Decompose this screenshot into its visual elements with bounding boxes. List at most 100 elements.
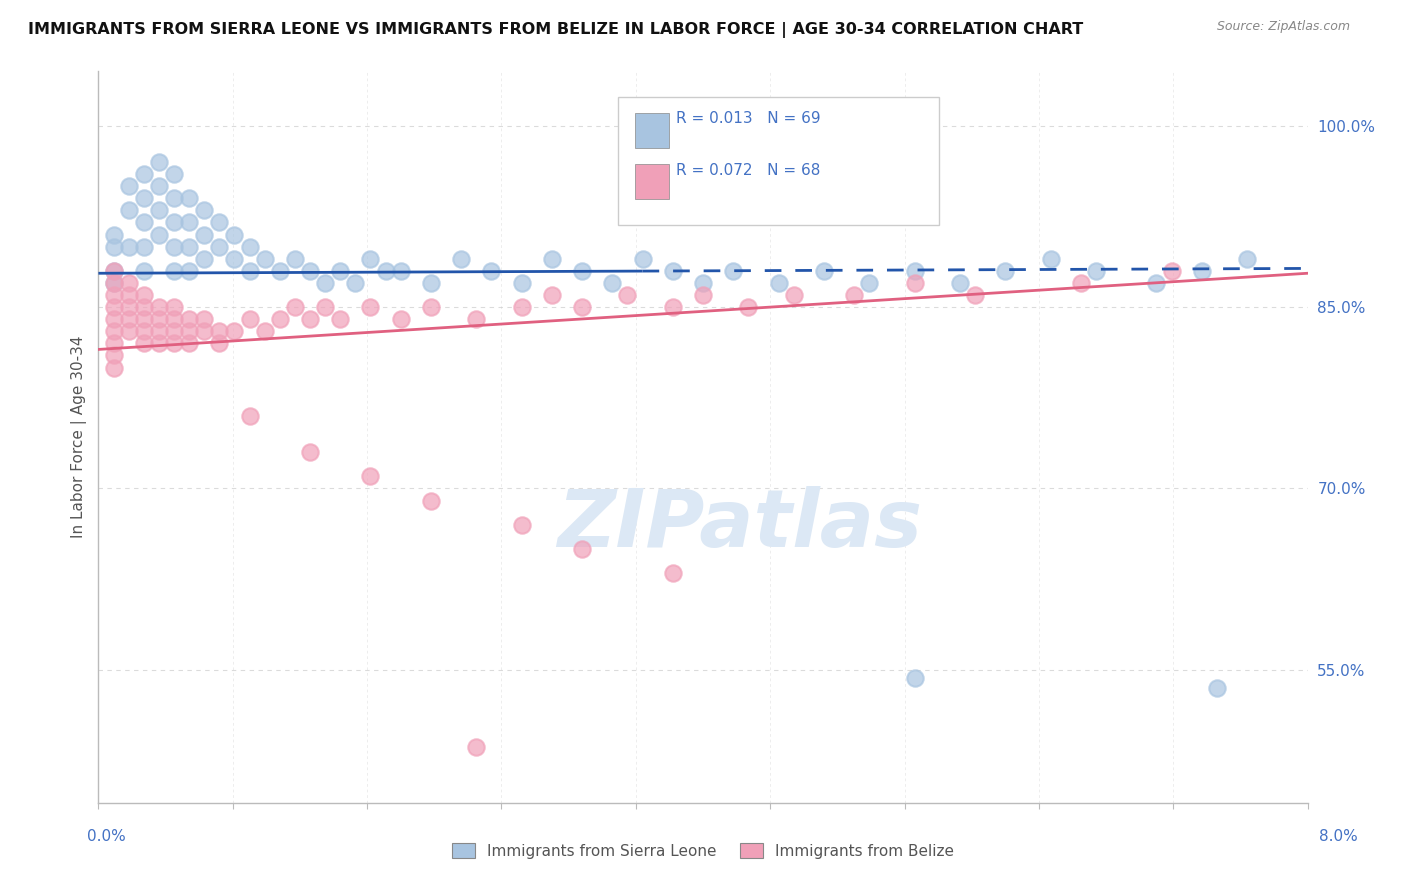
Point [269, 312, 291, 326]
Point [118, 324, 141, 338]
Point [994, 264, 1017, 278]
Point [148, 155, 170, 169]
Point [224, 227, 246, 242]
Point [103, 276, 125, 290]
Point [148, 179, 170, 194]
Point [314, 300, 336, 314]
Point [420, 300, 443, 314]
Point [163, 191, 186, 205]
Point [224, 252, 246, 266]
Point [253, 324, 276, 338]
Point [1191, 264, 1213, 278]
Point [904, 671, 927, 685]
Point [118, 240, 141, 254]
Point [314, 276, 336, 290]
Point [132, 215, 155, 229]
Point [103, 264, 125, 278]
Point [103, 312, 125, 326]
Point [148, 203, 170, 218]
Point [163, 215, 186, 229]
Point [208, 324, 231, 338]
Point [103, 336, 125, 351]
Point [179, 264, 201, 278]
Point [661, 264, 683, 278]
Point [1039, 252, 1062, 266]
Point [132, 300, 155, 314]
Point [904, 276, 927, 290]
Point [602, 276, 624, 290]
Point [299, 264, 322, 278]
Point [132, 240, 155, 254]
Text: R = 0.072   N = 68: R = 0.072 N = 68 [676, 162, 821, 178]
Point [239, 264, 262, 278]
Point [253, 252, 276, 266]
Point [103, 227, 125, 242]
Point [389, 312, 412, 326]
Point [1146, 276, 1168, 290]
Point [692, 288, 714, 302]
Point [163, 167, 186, 181]
Point [193, 312, 215, 326]
Point [571, 300, 593, 314]
Point [118, 288, 141, 302]
Legend: Immigrants from Sierra Leone, Immigrants from Belize: Immigrants from Sierra Leone, Immigrants… [446, 837, 960, 864]
Point [631, 252, 654, 266]
Point [904, 264, 927, 278]
Point [844, 288, 866, 302]
FancyBboxPatch shape [619, 97, 939, 225]
Point [465, 740, 488, 755]
Point [510, 300, 533, 314]
Point [723, 264, 745, 278]
Point [148, 324, 170, 338]
Point [208, 336, 231, 351]
Point [949, 276, 972, 290]
Point [103, 288, 125, 302]
Point [163, 264, 186, 278]
Point [148, 336, 170, 351]
Point [193, 252, 215, 266]
Point [179, 312, 201, 326]
Point [179, 324, 201, 338]
Point [329, 312, 352, 326]
Point [132, 191, 155, 205]
Point [148, 227, 170, 242]
Point [692, 276, 714, 290]
Text: Source: ZipAtlas.com: Source: ZipAtlas.com [1216, 20, 1350, 33]
Point [616, 288, 638, 302]
Point [661, 300, 683, 314]
Point [103, 349, 125, 363]
Point [1085, 264, 1108, 278]
Text: IMMIGRANTS FROM SIERRA LEONE VS IMMIGRANTS FROM BELIZE IN LABOR FORCE | AGE 30-3: IMMIGRANTS FROM SIERRA LEONE VS IMMIGRAN… [28, 22, 1084, 38]
Point [239, 312, 262, 326]
Point [284, 300, 307, 314]
Point [420, 493, 443, 508]
Point [118, 276, 141, 290]
Point [118, 179, 141, 194]
Point [208, 240, 231, 254]
Point [450, 252, 472, 266]
Point [374, 264, 396, 278]
Point [103, 300, 125, 314]
Point [360, 469, 382, 483]
Point [239, 409, 262, 423]
Point [163, 324, 186, 338]
Point [224, 324, 246, 338]
Point [163, 240, 186, 254]
Point [163, 336, 186, 351]
Y-axis label: In Labor Force | Age 30-34: In Labor Force | Age 30-34 [72, 335, 87, 539]
Text: 0.0%: 0.0% [87, 830, 127, 844]
Point [103, 360, 125, 375]
Point [179, 240, 201, 254]
Point [510, 276, 533, 290]
Point [1206, 681, 1229, 695]
FancyBboxPatch shape [636, 113, 669, 148]
Point [360, 252, 382, 266]
Point [148, 312, 170, 326]
Point [420, 276, 443, 290]
Point [571, 541, 593, 556]
Text: ZIPatlas: ZIPatlas [557, 486, 922, 564]
Text: R = 0.013   N = 69: R = 0.013 N = 69 [676, 112, 821, 127]
Point [299, 312, 322, 326]
Point [284, 252, 307, 266]
Point [163, 300, 186, 314]
